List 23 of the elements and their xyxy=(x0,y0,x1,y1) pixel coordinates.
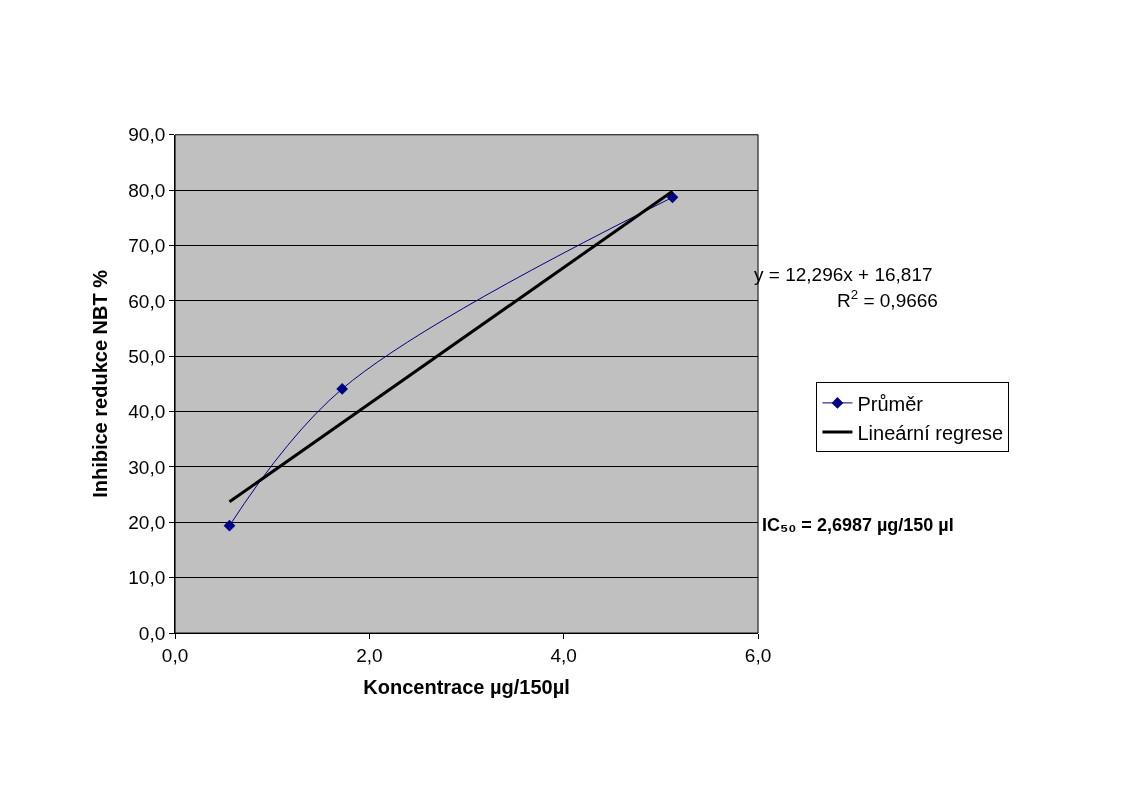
y-tick-label: 40,0 xyxy=(128,401,166,423)
y-tick-label: 20,0 xyxy=(128,511,166,533)
legend-label: Průměr xyxy=(857,392,924,415)
x-tick-label: 6,0 xyxy=(744,644,772,666)
x-tick-label: 4,0 xyxy=(550,644,577,666)
y-tick-label: 0,0 xyxy=(138,622,166,644)
x-tick-label: 0,0 xyxy=(161,644,189,666)
text: R$^{2}$ = 0,9666 xyxy=(837,287,938,311)
y-tick-label: 70,0 xyxy=(128,235,166,257)
y-tick-label: 50,0 xyxy=(128,345,166,367)
y-tick-label: 80,0 xyxy=(128,179,166,201)
y-tick-label: 60,0 xyxy=(128,290,166,312)
legend-label: Lineární regrese xyxy=(857,421,1004,444)
annotation: y = 12,296x + 16,817 xyxy=(754,264,933,285)
y-tick-label: 30,0 xyxy=(128,456,166,478)
x-axis-title: Koncentrace µg/150µl xyxy=(363,676,570,699)
y-tick-label: 10,0 xyxy=(128,567,166,589)
x-tick-label: 2,0 xyxy=(356,644,383,666)
y-tick-label: 90,0 xyxy=(128,124,166,146)
point xyxy=(223,519,236,532)
y-axis-title: Inhibice redukce NBT % xyxy=(88,269,111,498)
point xyxy=(336,383,349,395)
text: IC₅₀ = 2,6987 µg/150 µl xyxy=(762,515,954,535)
